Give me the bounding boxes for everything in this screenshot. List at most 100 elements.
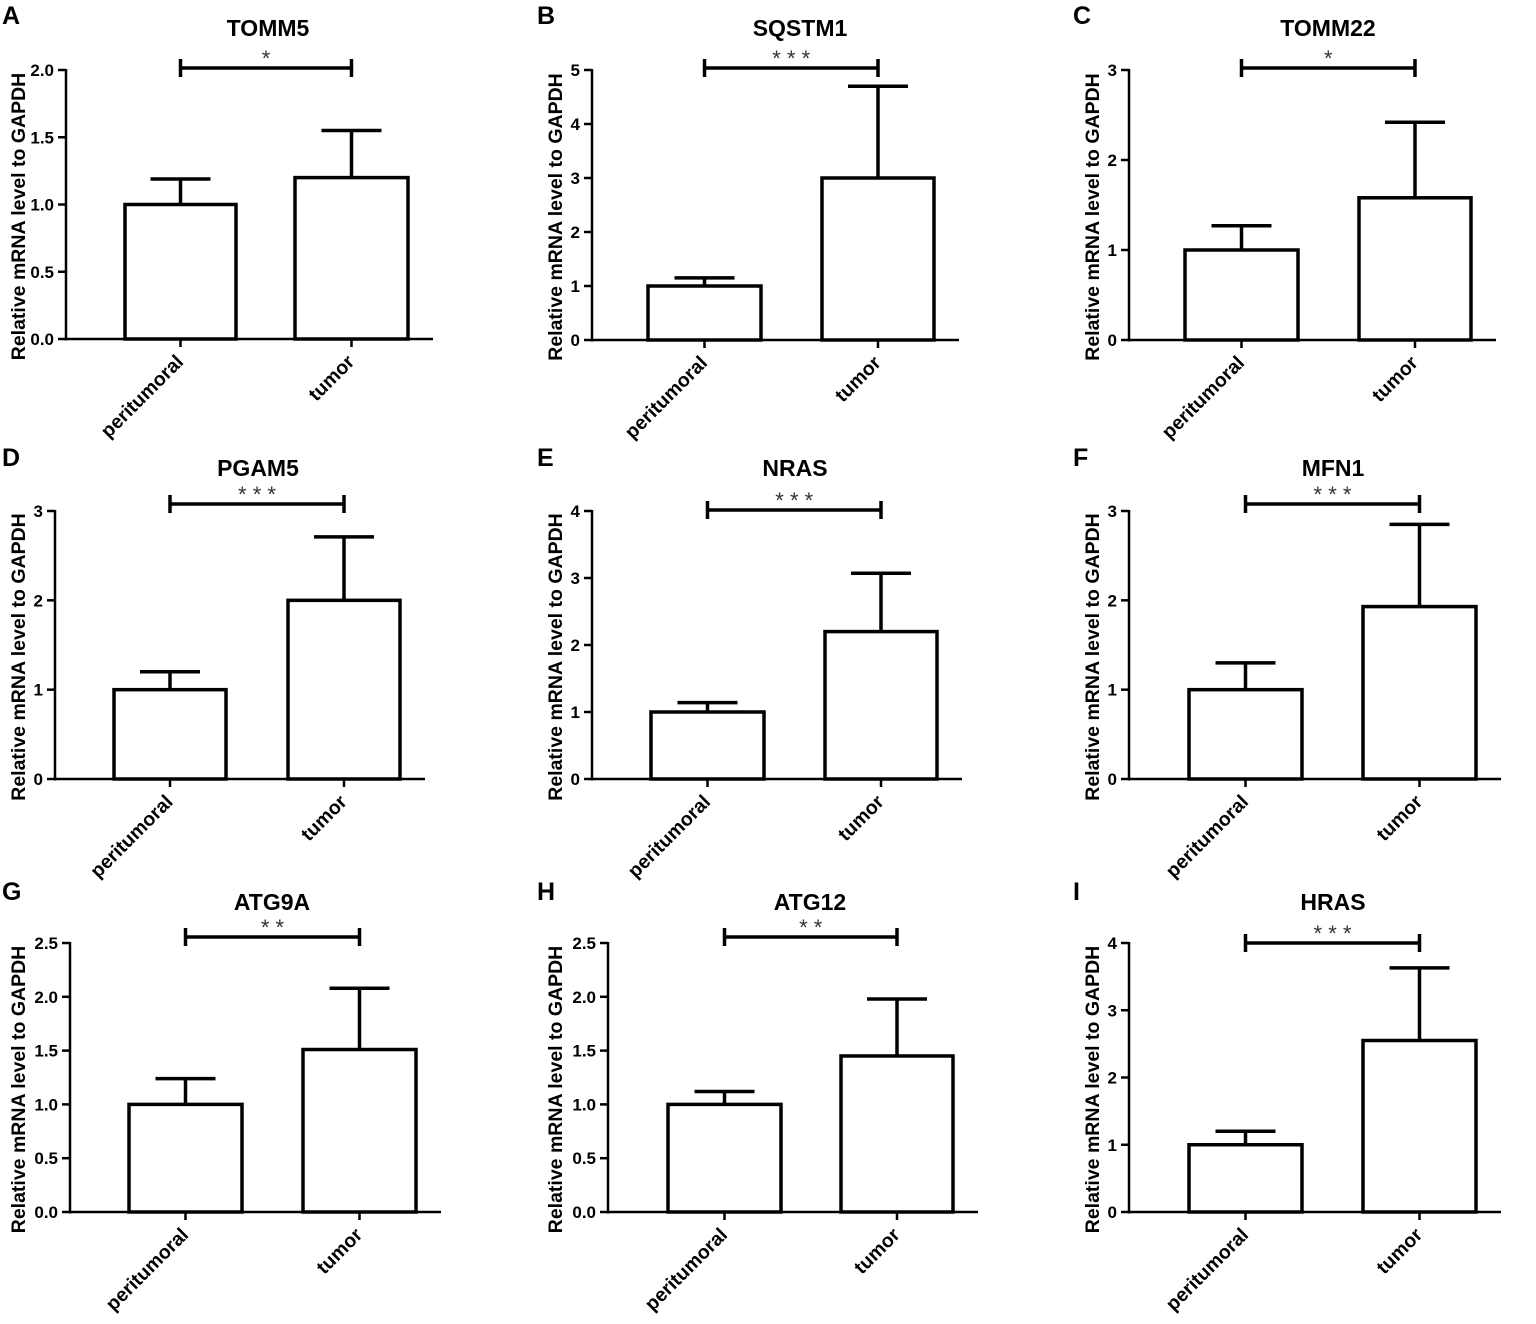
y-tick-label: 1.5 bbox=[572, 1042, 596, 1061]
significance-label: * * * bbox=[238, 482, 276, 507]
bar-peritumoral bbox=[646, 284, 763, 342]
y-tick-label: 1 bbox=[571, 277, 580, 296]
x-tick-label: peritumoral bbox=[1162, 791, 1253, 882]
significance-label: * * bbox=[799, 915, 823, 940]
y-tick-label: 3 bbox=[571, 169, 580, 188]
bar-tumor bbox=[1361, 1038, 1478, 1214]
y-tick-label: 2 bbox=[571, 223, 580, 242]
chart-title: PGAM5 bbox=[217, 455, 299, 481]
x-tick-label: peritumoral bbox=[1158, 352, 1249, 443]
panel-letter: I bbox=[1073, 878, 1080, 906]
chart-title: ATG12 bbox=[774, 889, 846, 915]
chart-title: TOMM22 bbox=[1280, 15, 1375, 41]
bar-peritumoral bbox=[123, 202, 238, 341]
y-axis-label: Relative mRNA level to GAPDH bbox=[8, 513, 30, 801]
x-tick-label: tumor bbox=[1372, 1224, 1427, 1279]
bar-tumor bbox=[286, 598, 402, 781]
chart-title: SQSTM1 bbox=[753, 15, 848, 41]
y-tick-label: 5 bbox=[571, 61, 580, 80]
panel-e: E NRAS Relative mRNA level to GAPDH 0 1 2 3 4 pe… bbox=[537, 444, 962, 882]
x-tick-label: peritumoral bbox=[624, 791, 715, 882]
y-tick-label: 0.5 bbox=[30, 263, 54, 282]
panel-letter: B bbox=[537, 2, 555, 30]
y-tick-label: 2.5 bbox=[572, 934, 596, 953]
y-tick-label: 0.0 bbox=[30, 330, 54, 349]
panel-c: C TOMM22 Relative mRNA level to GAPDH 0 1 2 3 p… bbox=[1073, 2, 1496, 443]
significance-label: * * * bbox=[1314, 921, 1352, 946]
y-tick-label: 1.5 bbox=[30, 128, 54, 147]
chart-title: ATG9A bbox=[234, 889, 310, 915]
panel-letter: D bbox=[2, 444, 20, 472]
bar-tumor bbox=[1357, 196, 1473, 342]
y-tick-label: 1.0 bbox=[30, 196, 54, 215]
y-axis-label: Relative mRNA level to GAPDH bbox=[545, 73, 567, 361]
significance-label: * * * bbox=[1314, 482, 1352, 507]
x-tick-label: tumor bbox=[312, 1224, 367, 1279]
y-tick-label: 3 bbox=[1108, 502, 1117, 521]
significance-label: * * * bbox=[772, 46, 810, 71]
y-axis-label: Relative mRNA level to GAPDH bbox=[545, 946, 567, 1234]
y-tick-label: 0 bbox=[571, 331, 580, 350]
bar-peritumoral bbox=[1187, 1143, 1304, 1214]
y-tick-label: 0 bbox=[1108, 331, 1117, 350]
y-tick-label: 1 bbox=[1108, 1136, 1117, 1155]
y-axis-label: Relative mRNA level to GAPDH bbox=[1082, 513, 1104, 801]
panel-letter: C bbox=[1073, 2, 1091, 30]
x-tick-label: peritumoral bbox=[621, 352, 712, 443]
y-tick-label: 3 bbox=[1108, 1001, 1117, 1020]
x-tick-label: tumor bbox=[304, 351, 359, 406]
panel-a: A TOMM5 Relative mRNA level to GAPDH 0.0 0.5… bbox=[2, 2, 433, 442]
y-tick-label: 2.0 bbox=[30, 61, 54, 80]
x-tick-label: peritumoral bbox=[102, 1224, 193, 1315]
y-tick-label: 1.5 bbox=[34, 1042, 58, 1061]
significance-label: * bbox=[262, 46, 271, 71]
y-axis-label: Relative mRNA level to GAPDH bbox=[8, 73, 30, 361]
y-axis-label: Relative mRNA level to GAPDH bbox=[1082, 946, 1104, 1234]
x-tick-label: tumor bbox=[831, 352, 886, 407]
panel-letter: H bbox=[537, 878, 555, 906]
panel-d: D PGAM5 Relative mRNA level to GAPDH 0 1 2 3 pe… bbox=[2, 444, 425, 882]
y-tick-label: 1.0 bbox=[572, 1095, 596, 1114]
panel-i: I HRAS Relative mRNA level to GAPDH 0 1 2 3 4 pe… bbox=[1073, 878, 1501, 1315]
y-tick-label: 2 bbox=[1108, 1069, 1117, 1088]
bar-tumor bbox=[839, 1054, 955, 1214]
y-tick-label: 1 bbox=[1108, 681, 1117, 700]
bar-peritumoral bbox=[649, 710, 766, 781]
x-tick-label: tumor bbox=[1372, 791, 1427, 846]
panel-f: F MFN1 Relative mRNA level to GAPDH 0 1 2 3 per… bbox=[1073, 444, 1501, 882]
y-tick-label: 0 bbox=[1108, 1203, 1117, 1222]
bar-peritumoral bbox=[127, 1102, 244, 1214]
y-tick-label: 2 bbox=[34, 591, 43, 610]
y-tick-label: 2 bbox=[1108, 591, 1117, 610]
x-tick-label: tumor bbox=[834, 791, 889, 846]
y-tick-label: 0 bbox=[571, 770, 580, 789]
chart-title: HRAS bbox=[1300, 889, 1365, 915]
y-tick-label: 2.0 bbox=[34, 988, 58, 1007]
bar-tumor bbox=[293, 175, 410, 341]
y-tick-label: 0.5 bbox=[572, 1149, 596, 1168]
y-tick-label: 3 bbox=[571, 569, 580, 588]
panel-b: B SQSTM1 Relative mRNA level to GAPDH 0 1 2 3 4… bbox=[537, 2, 959, 443]
y-tick-label: 2 bbox=[571, 636, 580, 655]
y-tick-label: 2.0 bbox=[572, 988, 596, 1007]
y-tick-label: 0.0 bbox=[34, 1203, 58, 1222]
y-tick-label: 0.5 bbox=[34, 1149, 58, 1168]
y-tick-label: 4 bbox=[571, 115, 581, 134]
bar-peritumoral bbox=[666, 1102, 783, 1214]
x-tick-label: tumor bbox=[850, 1224, 905, 1279]
y-tick-label: 2 bbox=[1108, 151, 1117, 170]
significance-label: * * * bbox=[775, 488, 813, 513]
panel-letter: E bbox=[537, 444, 554, 472]
y-axis-label: Relative mRNA level to GAPDH bbox=[545, 513, 567, 801]
panel-letter: A bbox=[2, 2, 20, 30]
y-axis-label: Relative mRNA level to GAPDH bbox=[8, 946, 30, 1234]
y-tick-label: 3 bbox=[34, 502, 43, 521]
y-tick-label: 4 bbox=[571, 502, 581, 521]
x-tick-label: peritumoral bbox=[86, 791, 177, 882]
significance-label: * bbox=[1324, 46, 1333, 71]
bar-peritumoral bbox=[112, 687, 228, 781]
chart-title: MFN1 bbox=[1302, 455, 1365, 481]
bar-tumor bbox=[1361, 604, 1478, 781]
